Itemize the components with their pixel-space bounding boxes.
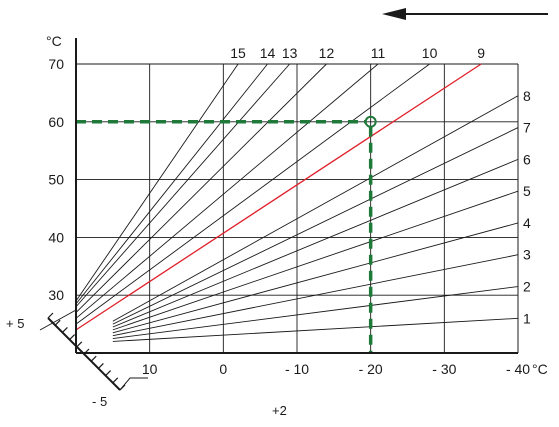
curve-1 <box>112 317 519 342</box>
offset-scale-tick-7 <box>97 362 104 369</box>
curve-label-7: 7 <box>523 120 531 136</box>
curve-label-12: 12 <box>319 45 335 61</box>
curve-6 <box>112 158 519 328</box>
curve-label-4: 4 <box>523 215 531 231</box>
y-tick-label-4: 70 <box>48 56 64 72</box>
y-tick-label-0: 30 <box>48 287 64 303</box>
grid <box>76 63 519 353</box>
curve-label-15: 15 <box>230 45 246 61</box>
curve-label-9: 9 <box>477 45 485 61</box>
curves <box>75 63 519 342</box>
offset-scale-tick-6 <box>90 355 97 362</box>
curve-label-13: 13 <box>282 45 298 61</box>
curve-label-14: 14 <box>260 45 276 61</box>
marked-point <box>364 115 377 128</box>
curve-9 <box>75 63 482 331</box>
curve-label-11: 11 <box>371 45 386 61</box>
curve-label-8: 8 <box>523 88 531 104</box>
axes <box>39 38 518 391</box>
curve-12 <box>75 63 327 313</box>
direction-arrow <box>382 8 548 20</box>
offset-bottom-label: - 5 <box>92 394 107 409</box>
x-tick-label-1: 0 <box>219 361 227 377</box>
curve-label-10: 10 <box>422 45 438 61</box>
offset-scale-top-leader <box>39 309 77 331</box>
offset-top-label: + 5 <box>6 316 24 331</box>
offset-scale-leader <box>119 377 148 391</box>
curve-15 <box>75 63 239 302</box>
x-axis-unit: °C <box>532 361 548 377</box>
curve-10 <box>75 63 430 325</box>
offset-scale-tick-3 <box>69 334 76 341</box>
offset-scale-tick-5 <box>83 348 90 355</box>
curve-14 <box>75 63 268 305</box>
curve-8 <box>112 95 519 322</box>
guides <box>76 115 377 353</box>
x-tick-label-4: - 30 <box>432 361 456 377</box>
direction-arrow-head <box>382 8 406 20</box>
offset-scale-tick-0 <box>47 312 54 319</box>
x-tick-label-3: - 20 <box>359 361 383 377</box>
offset-scale-tick-1 <box>54 319 61 326</box>
curve-13 <box>75 63 290 308</box>
y-tick-label-1: 40 <box>48 229 64 245</box>
y-tick-label-2: 50 <box>48 172 64 188</box>
offset-center-label: +2 <box>272 403 287 418</box>
curve-label-3: 3 <box>523 247 531 263</box>
curve-3 <box>112 254 519 337</box>
curve-7 <box>112 127 519 325</box>
curve-label-2: 2 <box>523 279 531 295</box>
curve-11 <box>75 63 379 319</box>
x-tick-label-2: - 10 <box>285 361 309 377</box>
labels: 10 0- 10- 20- 30- 40304050607012345678910… <box>48 45 531 377</box>
x-tick-label-5: - 40 <box>506 361 530 377</box>
offset-scale-tick-4 <box>76 341 83 348</box>
curve-4 <box>112 222 519 334</box>
y-axis-unit: °C <box>46 33 62 49</box>
offset-scale-tick-9 <box>112 377 119 384</box>
offset-scale-tick-2 <box>61 326 68 333</box>
offset-scale-tick-8 <box>105 370 112 377</box>
curve-label-6: 6 <box>523 151 531 167</box>
curve-label-5: 5 <box>523 183 531 199</box>
curve-2 <box>112 286 519 339</box>
curve-label-1: 1 <box>523 310 531 326</box>
curve-5 <box>112 190 519 331</box>
y-tick-label-3: 60 <box>48 114 64 130</box>
x-tick-label-0: 10 <box>142 361 158 377</box>
